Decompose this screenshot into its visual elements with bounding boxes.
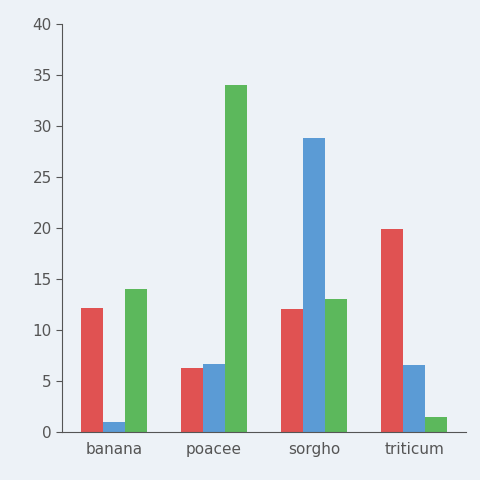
Bar [125,289,147,432]
Bar [103,422,125,432]
Bar [303,138,325,432]
Bar [325,300,347,432]
Bar [403,365,425,432]
Bar [381,229,403,432]
Bar [181,368,203,432]
Bar [281,309,303,432]
Bar [81,308,103,432]
Bar [425,417,447,432]
Bar [203,364,225,432]
Bar [225,85,247,432]
